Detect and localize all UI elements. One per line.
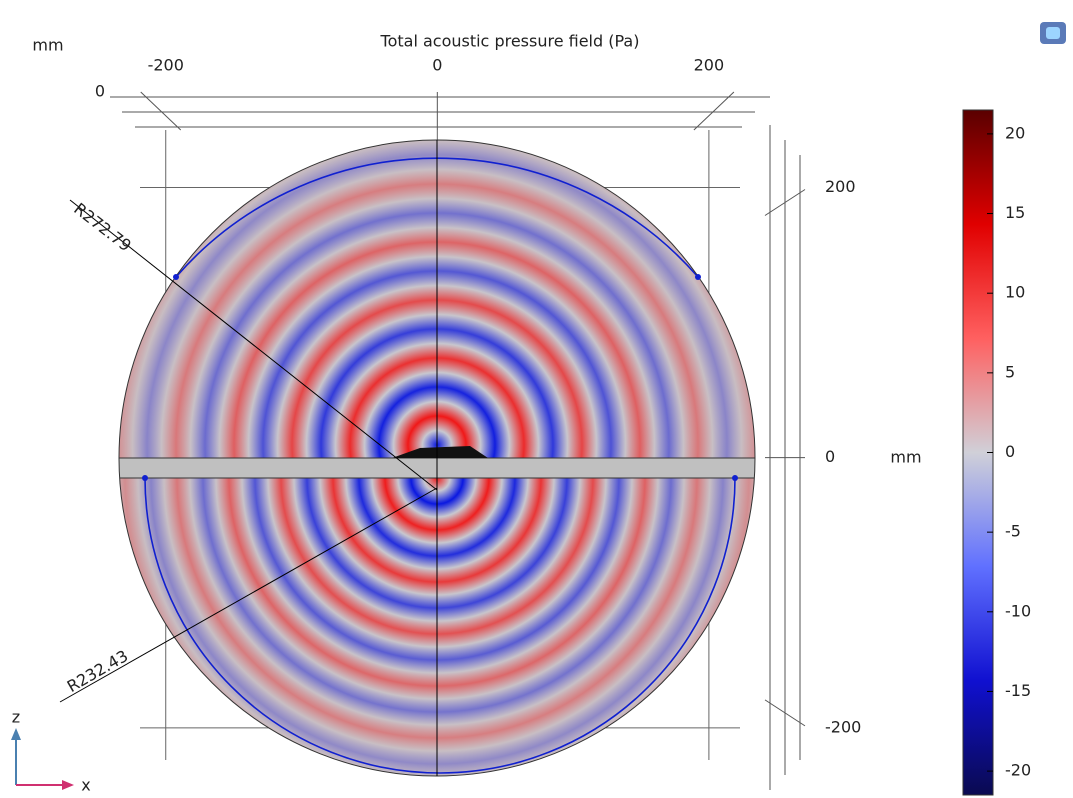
app-icon [1040,22,1066,44]
x-unit: mm [32,36,63,55]
ruler-label: 0 [95,82,105,101]
x-tick-label: -200 [148,56,184,75]
y-tick-label: 200 [825,177,856,196]
colorbar-tick-label: 10 [1005,283,1025,302]
axis-triad: z x [11,708,91,795]
y-tick [764,699,806,727]
x-tick [140,91,182,131]
x-tick-label: 200 [694,56,725,75]
chart-title: Total acoustic pressure field (Pa) [380,32,640,51]
colorbar-tick-label: 15 [1005,203,1025,222]
points [142,274,738,481]
y-unit: mm [890,448,921,467]
axis-label: z [12,708,20,727]
dimension-line [59,487,438,703]
x-tick [693,91,735,131]
y-tick [764,189,806,216]
colorbar-tick-label: -10 [1005,601,1031,620]
dimension-line [69,199,438,491]
dimension-label: R272.79 [70,199,135,255]
axis-label: x [81,776,90,795]
colorbar-tick-label: -20 [1005,761,1031,780]
y-tick-label: -200 [825,717,861,736]
x-tick-label: 0 [432,56,442,75]
colorbar-tick-label: -15 [1005,681,1031,700]
y-tick-label: 0 [825,447,835,466]
colorbar-tick-label: 0 [1005,442,1015,461]
field [119,140,755,776]
dimension-label: R232.43 [64,646,132,696]
colorbar-tick-label: -5 [1005,522,1021,541]
colorbar-tick-label: 5 [1005,362,1015,381]
colorbar-tick-label: 20 [1005,123,1025,142]
